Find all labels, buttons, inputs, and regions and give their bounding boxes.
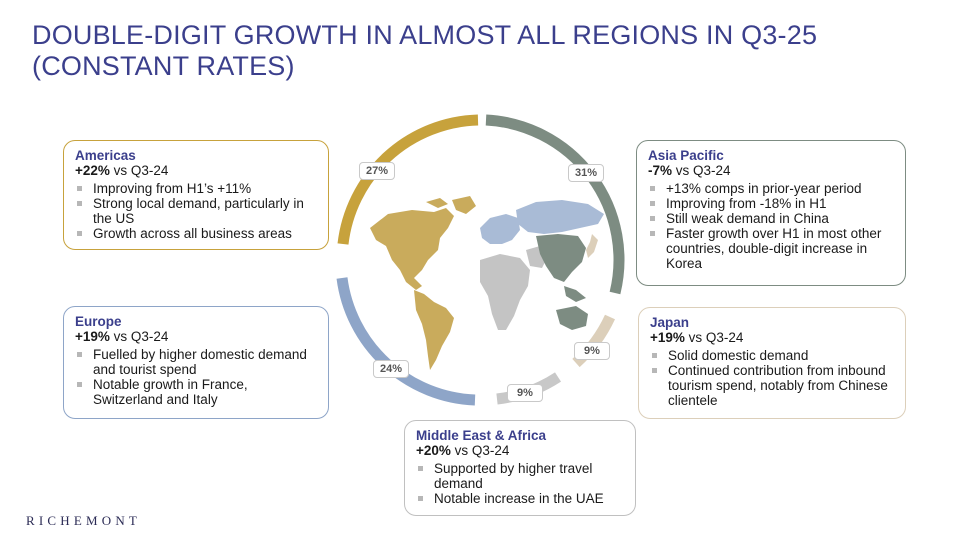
- ring-segment-americas: [337, 114, 479, 245]
- page-title: DOUBLE-DIGIT GROWTH IN ALMOST ALL REGION…: [32, 20, 818, 81]
- share-label-japan: 9%: [574, 342, 610, 360]
- list-item: Improving from -18% in H1: [648, 196, 895, 211]
- list-item: Notable growth in France, Switzerland an…: [75, 377, 318, 407]
- richemont-logo: RICHEMONT: [26, 513, 142, 528]
- list-item: Supported by higher travel demand: [416, 461, 625, 491]
- region-name: Americas: [75, 148, 136, 163]
- region-card-americas: Americas +22% vs Q3-24 Improving from H1…: [63, 140, 329, 250]
- list-item: +13% comps in prior-year period: [648, 181, 895, 196]
- bullet-square-icon: [77, 231, 82, 236]
- growth-value: +19%: [650, 330, 685, 345]
- bullet-list: Improving from H1’s +11% Strong local de…: [75, 181, 318, 241]
- bullet-square-icon: [418, 496, 423, 501]
- bullet-text: Continued contribution from inbound tour…: [668, 363, 888, 408]
- growth-value: +20%: [416, 443, 451, 458]
- bullet-square-icon: [652, 353, 657, 358]
- region-name: Asia Pacific: [648, 148, 724, 163]
- bullet-list: Supported by higher travel demand Notabl…: [416, 461, 625, 506]
- list-item: Improving from H1’s +11%: [75, 181, 318, 196]
- bullet-text: Solid domestic demand: [668, 348, 809, 363]
- growth-value: +19%: [75, 329, 110, 344]
- bullet-text: +13% comps in prior-year period: [666, 181, 862, 196]
- bullet-square-icon: [650, 186, 655, 191]
- regional-sales-ring: [336, 114, 625, 406]
- bullet-text: Notable increase in the UAE: [434, 491, 604, 506]
- growth-suffix: vs Q3-24: [672, 163, 731, 178]
- region-growth-line: +19% vs Q3-24: [650, 330, 895, 345]
- bullet-square-icon: [77, 186, 82, 191]
- share-label-americas: 27%: [359, 162, 395, 180]
- bullet-square-icon: [650, 201, 655, 206]
- region-growth-line: -7% vs Q3-24: [648, 163, 895, 178]
- bullet-text: Fuelled by higher domestic demand and to…: [93, 347, 307, 377]
- bullet-square-icon: [650, 216, 655, 221]
- list-item: Solid domestic demand: [650, 348, 895, 363]
- region-name: Middle East & Africa: [416, 428, 547, 443]
- bullet-text: Growth across all business areas: [93, 226, 292, 241]
- region-name: Europe: [75, 314, 122, 329]
- bullet-list: Fuelled by higher domestic demand and to…: [75, 347, 318, 407]
- region-growth-line: +22% vs Q3-24: [75, 163, 318, 178]
- growth-value: +22%: [75, 163, 110, 178]
- list-item: Faster growth over H1 in most other coun…: [648, 226, 895, 271]
- list-item: Strong local demand, particularly in the…: [75, 196, 318, 226]
- bullet-square-icon: [77, 382, 82, 387]
- bullet-text: Improving from H1’s +11%: [93, 181, 252, 196]
- list-item: Still weak demand in China: [648, 211, 895, 226]
- bullet-text: Faster growth over H1 in most other coun…: [666, 226, 882, 271]
- growth-suffix: vs Q3-24: [109, 163, 169, 178]
- share-label-asia-pacific: 31%: [568, 164, 604, 182]
- share-label-mea: 9%: [507, 384, 543, 402]
- world-map-graphic: [370, 196, 604, 370]
- region-card-asia-pacific: Asia Pacific -7% vs Q3-24 +13% comps in …: [636, 140, 906, 286]
- bullet-square-icon: [650, 231, 655, 236]
- region-card-europe: Europe +19% vs Q3-24 Fuelled by higher d…: [63, 306, 329, 419]
- bullet-square-icon: [652, 368, 657, 373]
- region-growth-line: +19% vs Q3-24: [75, 329, 318, 344]
- bullet-text: Supported by higher travel demand: [434, 461, 593, 491]
- bullet-text: Improving from -18% in H1: [666, 196, 827, 211]
- list-item: Notable increase in the UAE: [416, 491, 625, 506]
- bullet-text: Notable growth in France, Switzerland an…: [93, 377, 248, 407]
- bullet-square-icon: [418, 466, 423, 471]
- growth-value: -7%: [648, 163, 673, 178]
- list-item: Continued contribution from inbound tour…: [650, 363, 895, 408]
- bullet-square-icon: [77, 352, 82, 357]
- region-card-middle-east-africa: Middle East & Africa +20% vs Q3-24 Suppo…: [404, 420, 636, 516]
- growth-suffix: vs Q3-24: [684, 330, 744, 345]
- region-name: Japan: [650, 315, 690, 330]
- ring-segment-europe: [336, 277, 476, 406]
- bullet-text: Strong local demand, particularly in the…: [93, 196, 304, 226]
- region-card-japan: Japan +19% vs Q3-24 Solid domestic deman…: [638, 307, 906, 419]
- bullet-list: Solid domestic demand Continued contribu…: [650, 348, 895, 408]
- growth-suffix: vs Q3-24: [450, 443, 510, 458]
- ring-segment-japan: [572, 314, 615, 368]
- region-growth-line: +20% vs Q3-24: [416, 443, 625, 458]
- share-label-europe: 24%: [373, 360, 409, 378]
- growth-suffix: vs Q3-24: [109, 329, 169, 344]
- list-item: Fuelled by higher domestic demand and to…: [75, 347, 318, 377]
- list-item: Growth across all business areas: [75, 226, 318, 241]
- bullet-text: Still weak demand in China: [666, 211, 829, 226]
- bullet-square-icon: [77, 201, 82, 206]
- bullet-list: +13% comps in prior-year period Improvin…: [648, 181, 895, 271]
